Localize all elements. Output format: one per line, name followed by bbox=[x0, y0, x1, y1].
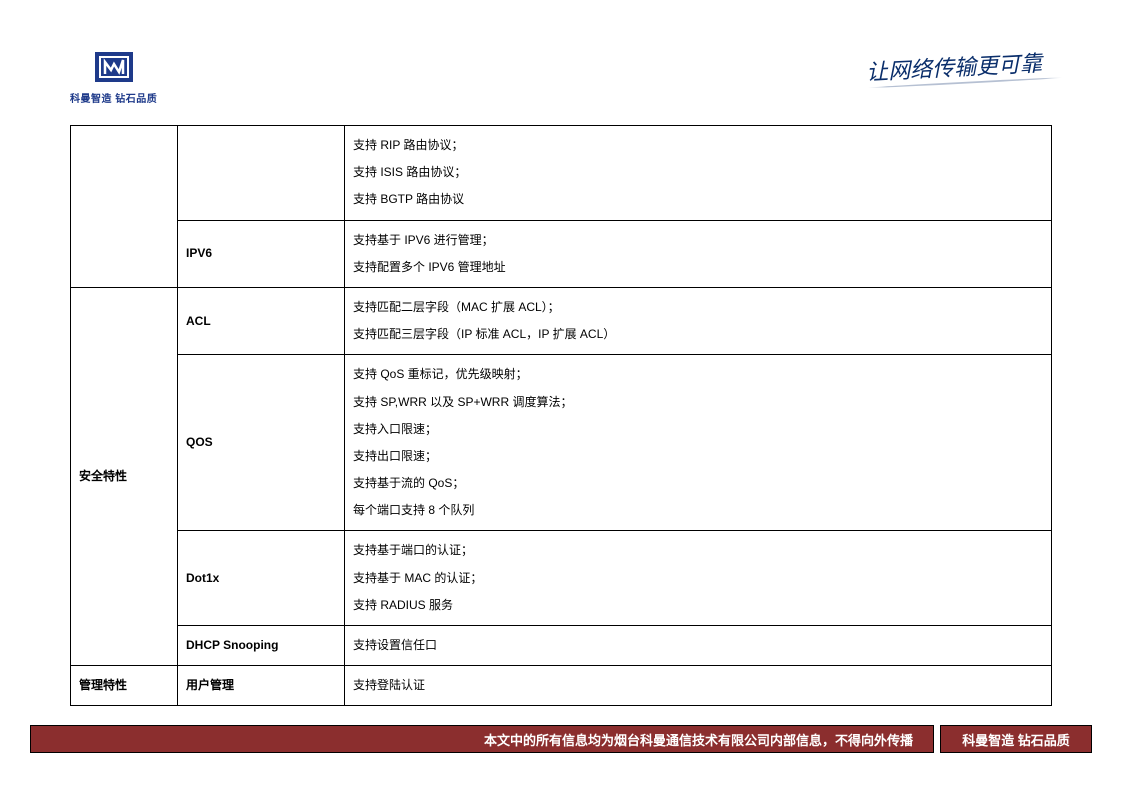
feature-cell: DHCP Snooping bbox=[178, 626, 345, 666]
description-cell: 支持 RIP 路由协议；支持 ISIS 路由协议；支持 BGTP 路由协议 bbox=[345, 126, 1052, 221]
footer-brand: 科曼智造 钻石品质 bbox=[940, 725, 1092, 753]
description-line: 支持匹配二层字段（MAC 扩展 ACL）； bbox=[353, 294, 1043, 321]
description-cell: 支持基于端口的认证；支持基于 MAC 的认证；支持 RADIUS 服务 bbox=[345, 531, 1052, 626]
description-line: 每个端口支持 8 个队列 bbox=[353, 497, 1043, 524]
description-line: 支持配置多个 IPV6 管理地址 bbox=[353, 254, 1043, 281]
description-cell: 支持基于 IPV6 进行管理；支持配置多个 IPV6 管理地址 bbox=[345, 220, 1052, 287]
description-line: 支持出口限速； bbox=[353, 443, 1043, 470]
description-line: 支持 RIP 路由协议； bbox=[353, 132, 1043, 159]
table-row: IPV6支持基于 IPV6 进行管理；支持配置多个 IPV6 管理地址 bbox=[71, 220, 1052, 287]
description-line: 支持登陆认证 bbox=[353, 672, 1043, 699]
document-page: 科曼智造 钻石品质 让网络传输更可靠 支持 RIP 路由协议；支持 ISIS 路… bbox=[0, 0, 1122, 706]
table-row: DHCP Snooping 支持设置信任口 bbox=[71, 626, 1052, 666]
category-cell bbox=[71, 126, 178, 288]
table-row: 支持 RIP 路由协议；支持 ISIS 路由协议；支持 BGTP 路由协议 bbox=[71, 126, 1052, 221]
feature-cell: QOS bbox=[178, 355, 345, 531]
logo-text: 科曼智造 钻石品质 bbox=[70, 90, 157, 105]
slogan-text: 让网络传输更可靠 bbox=[865, 45, 1052, 87]
feature-cell bbox=[178, 126, 345, 221]
description-cell: 支持匹配二层字段（MAC 扩展 ACL）；支持匹配三层字段（IP 标准 ACL，… bbox=[345, 287, 1052, 354]
header: 科曼智造 钻石品质 让网络传输更可靠 bbox=[70, 50, 1052, 105]
description-line: 支持 QoS 重标记，优先级映射； bbox=[353, 361, 1043, 388]
logo-block: 科曼智造 钻石品质 bbox=[70, 50, 157, 105]
footer-notice: 本文中的所有信息均为烟台科曼通信技术有限公司内部信息，不得向外传播 bbox=[30, 725, 934, 753]
feature-cell: Dot1x bbox=[178, 531, 345, 626]
description-line: 支持 RADIUS 服务 bbox=[353, 592, 1043, 619]
description-line: 支持基于端口的认证； bbox=[353, 537, 1043, 564]
table-row: Dot1x支持基于端口的认证；支持基于 MAC 的认证；支持 RADIUS 服务 bbox=[71, 531, 1052, 626]
logo-icon bbox=[93, 50, 135, 88]
description-cell: 支持 QoS 重标记，优先级映射；支持 SP,WRR 以及 SP+WRR 调度算… bbox=[345, 355, 1052, 531]
feature-cell: 用户管理 bbox=[178, 666, 345, 706]
description-line: 支持匹配三层字段（IP 标准 ACL，IP 扩展 ACL） bbox=[353, 321, 1043, 348]
description-cell: 支持设置信任口 bbox=[345, 626, 1052, 666]
category-cell: 管理特性 bbox=[71, 666, 178, 706]
table-row: 管理特性用户管理支持登陆认证 bbox=[71, 666, 1052, 706]
description-line: 支持设置信任口 bbox=[353, 632, 1043, 659]
description-line: 支持 SP,WRR 以及 SP+WRR 调度算法； bbox=[353, 389, 1043, 416]
table-row: 安全特性ACL支持匹配二层字段（MAC 扩展 ACL）；支持匹配三层字段（IP … bbox=[71, 287, 1052, 354]
feature-cell: ACL bbox=[178, 287, 345, 354]
description-line: 支持 BGTP 路由协议 bbox=[353, 186, 1043, 213]
table-row: QOS支持 QoS 重标记，优先级映射；支持 SP,WRR 以及 SP+WRR … bbox=[71, 355, 1052, 531]
description-cell: 支持登陆认证 bbox=[345, 666, 1052, 706]
spec-table: 支持 RIP 路由协议；支持 ISIS 路由协议；支持 BGTP 路由协议IPV… bbox=[70, 125, 1052, 706]
description-line: 支持基于 MAC 的认证； bbox=[353, 565, 1043, 592]
feature-cell: IPV6 bbox=[178, 220, 345, 287]
description-line: 支持 ISIS 路由协议； bbox=[353, 159, 1043, 186]
description-line: 支持入口限速； bbox=[353, 416, 1043, 443]
category-cell: 安全特性 bbox=[71, 287, 178, 665]
description-line: 支持基于流的 QoS； bbox=[353, 470, 1043, 497]
footer: 本文中的所有信息均为烟台科曼通信技术有限公司内部信息，不得向外传播 科曼智造 钻… bbox=[30, 725, 1092, 753]
description-line: 支持基于 IPV6 进行管理； bbox=[353, 227, 1043, 254]
